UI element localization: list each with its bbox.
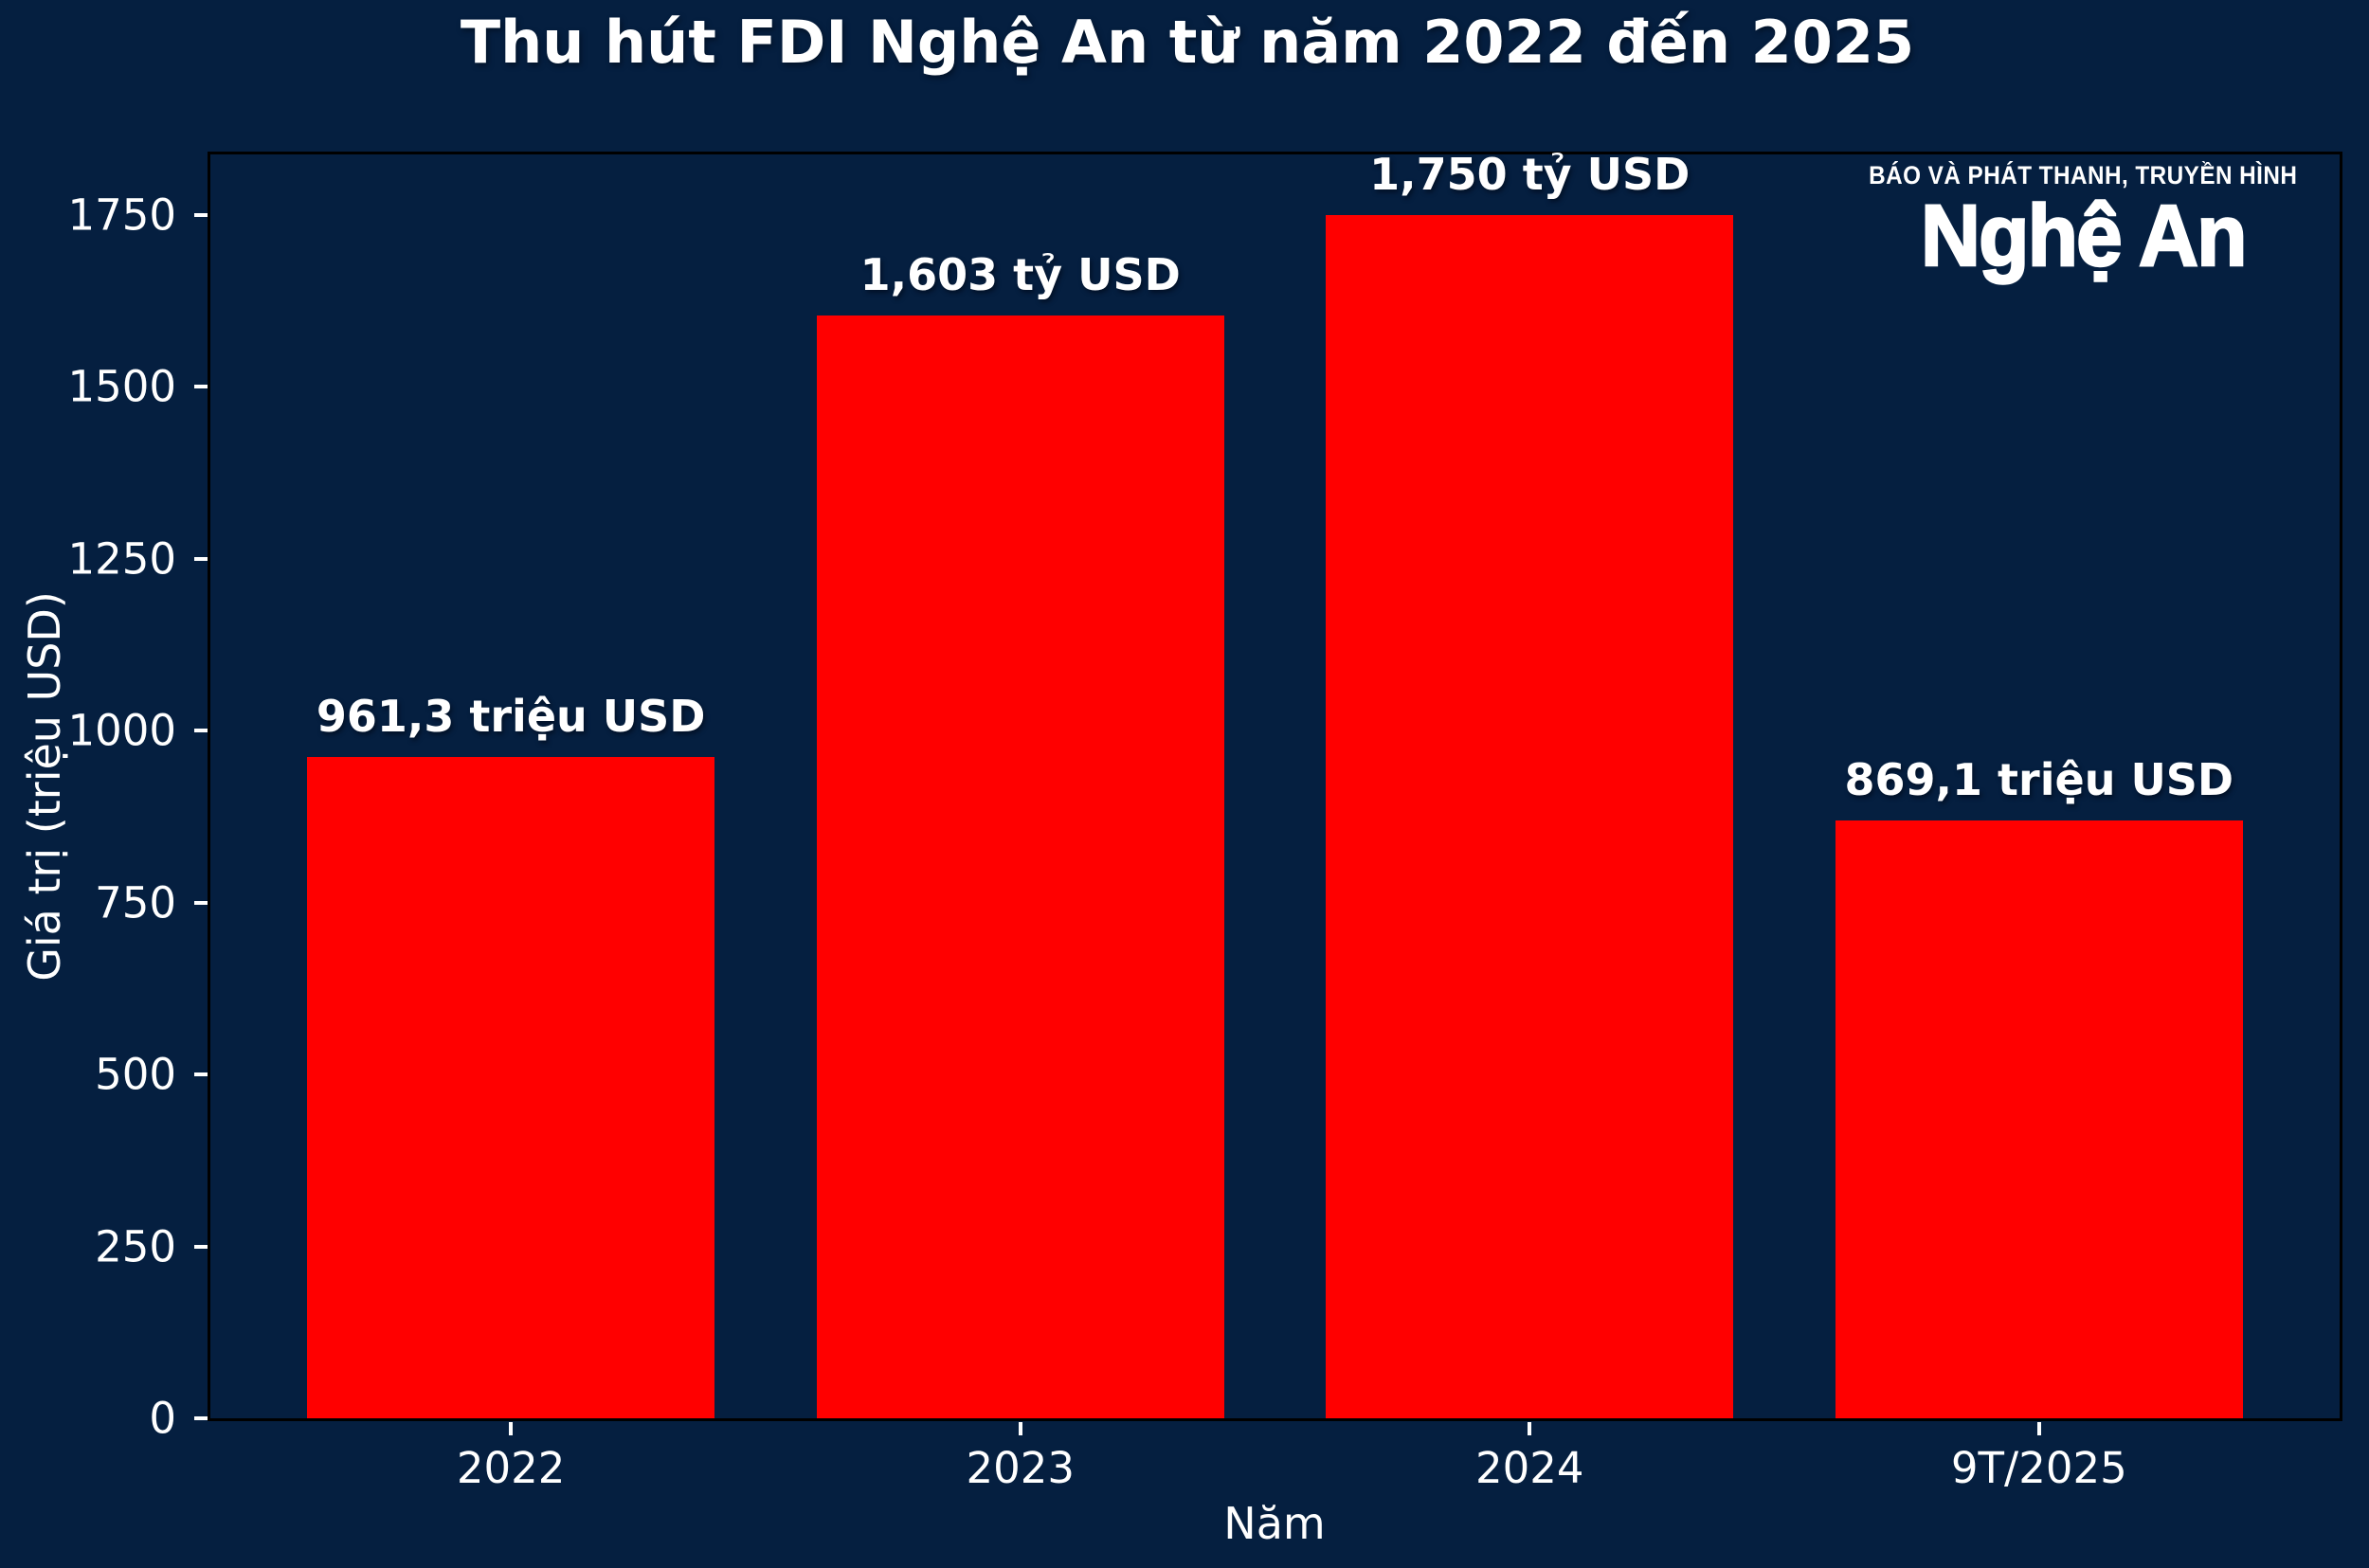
y-tick-label: 500: [95, 1049, 176, 1100]
x-tick-label: 2022: [456, 1443, 566, 1493]
x-tick-mark: [509, 1422, 514, 1435]
bar-2022: [307, 757, 715, 1418]
bar-value-label: 1,603 tỷ USD: [859, 249, 1181, 301]
y-tick-label: 1000: [67, 705, 176, 756]
x-tick-label: 2024: [1475, 1443, 1584, 1493]
y-tick-label: 1250: [67, 533, 176, 585]
y-tick-mark: [194, 1244, 208, 1249]
x-axis-title: Năm: [1223, 1498, 1326, 1549]
y-tick-label: 750: [95, 877, 176, 928]
bar-2024: [1326, 214, 1734, 1418]
chart-title: Thu hút FDI Nghệ An từ năm 2022 đến 2025: [460, 8, 1915, 77]
y-tick-mark: [194, 1416, 208, 1420]
y-tick-mark: [194, 556, 208, 561]
x-tick-mark: [1528, 1422, 1532, 1435]
y-axis-title: Giá trị (triệu USD): [19, 591, 70, 982]
x-tick-label: 2023: [966, 1443, 1075, 1493]
plot-area: 0 250 500 750 1000 1250 1500 1750 2022 2023 2024 9T…: [67, 148, 2342, 1493]
nghe-an-logo: BÁO VÀ PHÁT THANH, TRUYỀN HÌNH Nghệ An: [1845, 161, 2322, 284]
logo-wordmark: Nghệ An: [1920, 188, 2249, 284]
y-tick-mark: [194, 212, 208, 217]
y-tick-label: 1750: [67, 189, 176, 241]
y-tick-mark: [194, 729, 208, 732]
bar-value-label: 1,750 tỷ USD: [1369, 148, 1691, 200]
y-tick-mark: [194, 900, 208, 905]
x-tick-mark: [1018, 1422, 1022, 1435]
y-tick-mark: [194, 385, 208, 389]
bar-value-label: 869,1 triệu USD: [1844, 754, 2234, 806]
y-tick-label: 1500: [67, 361, 176, 412]
y-tick-label: 250: [95, 1221, 176, 1271]
x-tick-label: 9T/2025: [1950, 1443, 2127, 1493]
bar-value-label: 961,3 triệu USD: [316, 691, 706, 743]
logo-tagline: BÁO VÀ PHÁT THANH, TRUYỀN HÌNH: [1869, 161, 2298, 189]
y-tick-label: 0: [149, 1393, 176, 1444]
y-tick-mark: [194, 1072, 208, 1076]
bar-9T/2025: [1835, 820, 2243, 1418]
x-tick-mark: [2036, 1422, 2041, 1435]
bar-2023: [816, 315, 1224, 1418]
